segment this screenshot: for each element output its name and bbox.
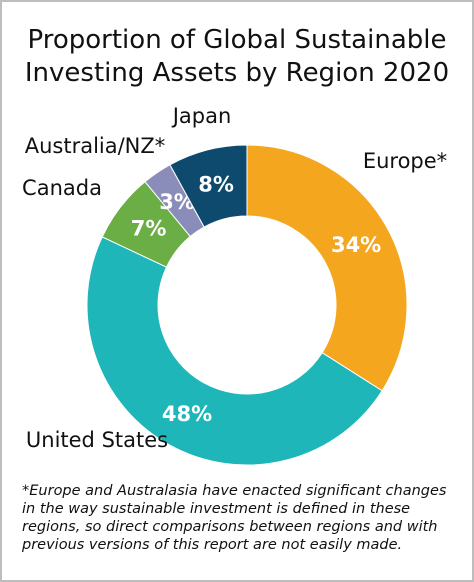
category-label: Australia/NZ* (25, 134, 166, 158)
value-label: 34% (331, 233, 381, 257)
value-label: 48% (162, 402, 212, 426)
category-label: Europe* (363, 149, 447, 173)
donut-segment (169, 144, 248, 228)
donut-segment (246, 144, 408, 392)
category-label: Canada (22, 176, 102, 200)
chart-title: Proportion of Global Sustainable Investi… (24, 25, 450, 88)
category-label: Japan (171, 104, 232, 128)
donut-segment (86, 236, 383, 466)
value-label: 8% (198, 172, 234, 196)
category-label: United States (26, 428, 168, 452)
value-label: 7% (131, 217, 167, 241)
footnote: *Europe and Australasia have enacted sig… (22, 483, 447, 553)
